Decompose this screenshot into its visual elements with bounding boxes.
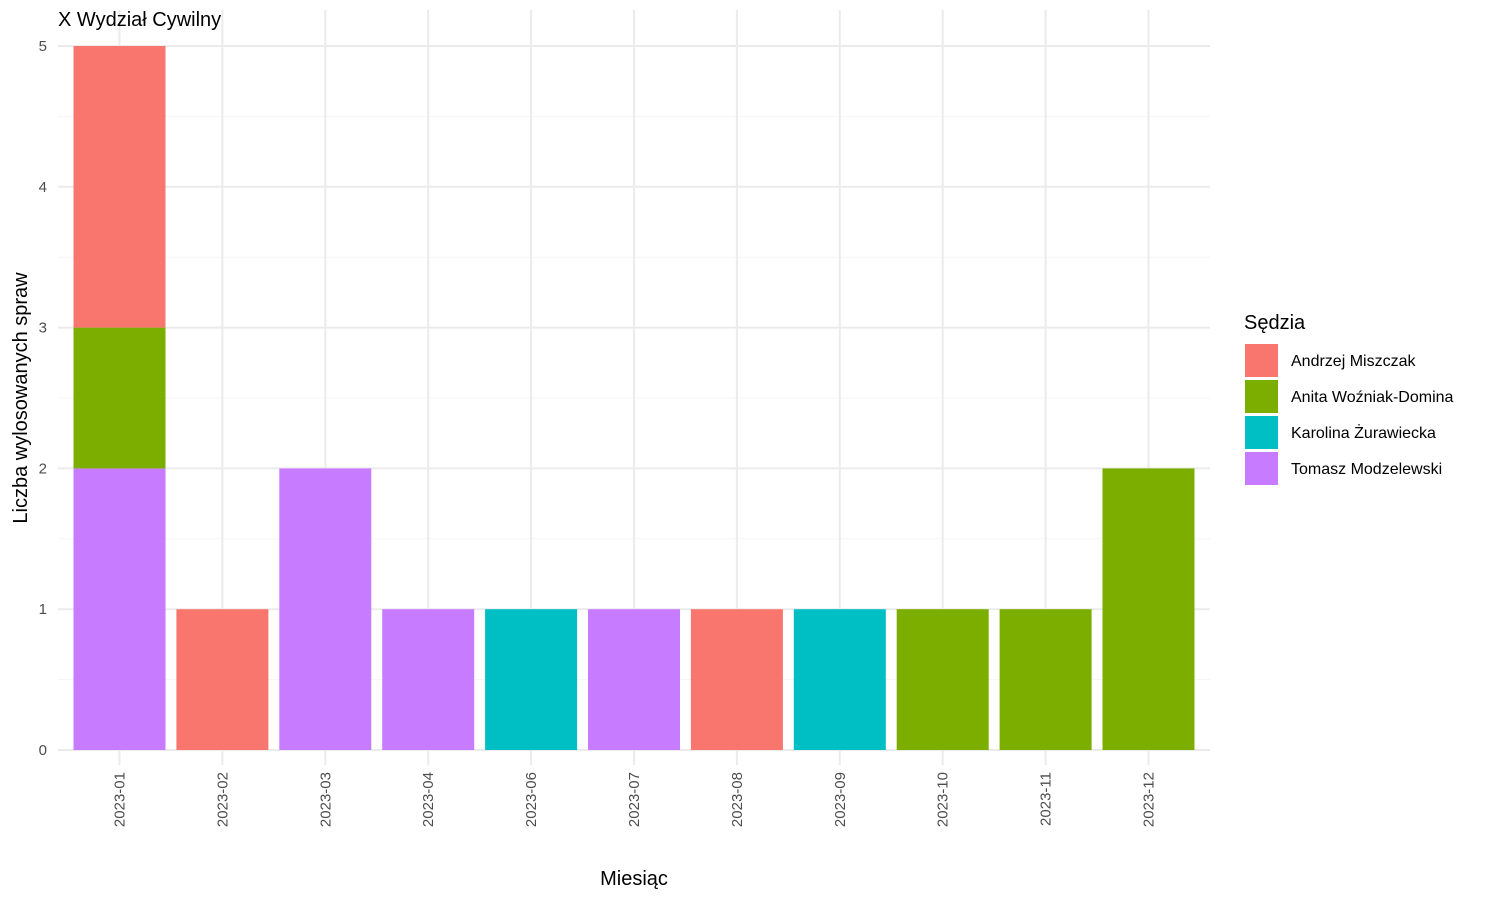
bar-segment bbox=[588, 609, 680, 750]
x-tick-label: 2023-06 bbox=[523, 772, 540, 827]
bar-segment bbox=[279, 468, 372, 750]
y-axis-ticks: 0 1 2 3 4 5 bbox=[39, 38, 47, 759]
bars-layer bbox=[73, 46, 1195, 750]
legend-swatch bbox=[1245, 416, 1278, 449]
legend: Sędzia Andrzej Miszczak Anita Woźniak-Dom… bbox=[1244, 312, 1454, 485]
x-tick-label: 2023-01 bbox=[112, 772, 129, 827]
bar-segment bbox=[176, 609, 269, 750]
legend-label: Andrzej Miszczak bbox=[1291, 353, 1416, 370]
legend-swatch bbox=[1245, 344, 1278, 377]
x-tick-label: 2023-04 bbox=[420, 772, 437, 827]
bar-segment bbox=[73, 327, 166, 469]
x-tick-label: 2023-03 bbox=[317, 772, 334, 827]
legend-label: Karolina Żurawiecka bbox=[1291, 423, 1436, 442]
y-tick-label: 2 bbox=[39, 460, 47, 477]
bar-segment bbox=[485, 609, 578, 750]
x-tick-label: 2023-08 bbox=[729, 772, 746, 827]
x-axis-title: Miesiąc bbox=[600, 868, 668, 890]
x-tick-label: 2023-09 bbox=[832, 772, 849, 827]
x-tick-label: 2023-10 bbox=[935, 772, 952, 827]
bar-segment bbox=[793, 609, 886, 750]
x-tick-label: 2023-07 bbox=[626, 772, 643, 827]
legend-label: Tomasz Modzelewski bbox=[1291, 461, 1442, 478]
legend-title: Sędzia bbox=[1244, 312, 1306, 334]
y-tick-label: 3 bbox=[39, 320, 47, 337]
x-tick-label: 2023-02 bbox=[214, 772, 231, 827]
y-axis-title: Liczba wylosowanych spraw bbox=[10, 272, 32, 524]
chart-title: X Wydział Cywilny bbox=[58, 9, 221, 31]
x-tick-label: 2023-12 bbox=[1141, 772, 1158, 827]
y-tick-label: 4 bbox=[39, 179, 47, 196]
legend-swatch bbox=[1245, 380, 1278, 413]
legend-swatch bbox=[1245, 452, 1278, 485]
bar-segment bbox=[382, 609, 475, 750]
bar-segment bbox=[73, 468, 166, 750]
y-tick-label: 0 bbox=[39, 742, 47, 759]
x-axis-ticks: 2023-01 2023-02 2023-03 2023-04 2023-06 2023-… bbox=[112, 772, 1158, 827]
y-tick-label: 1 bbox=[39, 601, 47, 618]
bar-segment bbox=[1102, 468, 1195, 750]
legend-items: Andrzej Miszczak Anita Woźniak-Domina Karo… bbox=[1245, 344, 1454, 485]
x-tick-label: 2023-11 bbox=[1038, 772, 1055, 826]
bar-segment bbox=[73, 46, 166, 328]
y-tick-label: 5 bbox=[39, 38, 47, 55]
bar-segment bbox=[999, 609, 1092, 750]
bar-segment bbox=[896, 609, 989, 750]
legend-label: Anita Woźniak-Domina bbox=[1291, 389, 1454, 406]
bar-segment bbox=[690, 609, 783, 750]
